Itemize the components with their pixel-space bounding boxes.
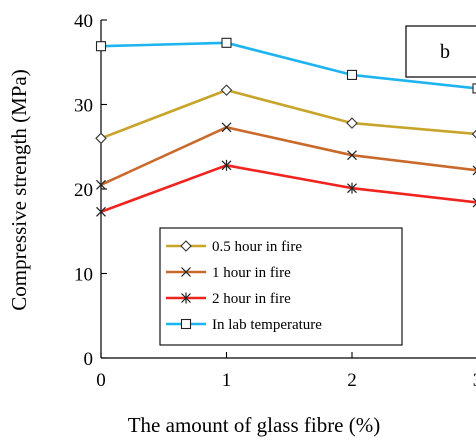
series-line: [100, 88, 476, 140]
x-marker-stroke: [96, 179, 106, 190]
series-layer: [95, 37, 476, 218]
data-point: [346, 69, 358, 80]
x-axis-title: The amount of glass fibre (%): [128, 413, 381, 437]
data-point: [96, 206, 106, 218]
series-2: [96, 122, 476, 190]
data-point: [471, 129, 476, 139]
x-tick-label: 2: [347, 370, 357, 391]
series-1: [95, 84, 476, 145]
star-marker-stroke: [472, 203, 476, 208]
data-point: [347, 150, 357, 161]
data-point: [95, 132, 107, 145]
data-point: [221, 122, 232, 133]
series-3: [96, 159, 476, 218]
data-point: [96, 179, 106, 190]
data-point: [221, 37, 232, 48]
legend-entry: 2 hour in fire: [166, 291, 291, 307]
legend-label: 1 hour in fire: [212, 265, 291, 281]
x-tick-label: 1: [222, 370, 232, 391]
series-line: [100, 126, 476, 186]
panel-label-box: b: [405, 25, 476, 78]
y-tick-label: 10: [74, 265, 93, 286]
star-marker-stroke: [472, 197, 476, 202]
x-tick-label: 3: [473, 370, 476, 391]
data-point: [346, 117, 358, 129]
x-marker-stroke: [472, 165, 476, 170]
data-point: [472, 83, 476, 94]
x-marker-stroke: [221, 122, 232, 133]
legend-marker: [181, 292, 191, 304]
y-tick-label: 0: [84, 349, 94, 370]
legend-marker: [180, 240, 192, 252]
x-marker-stroke: [347, 150, 357, 161]
axes: 0 10 20 30 40 0 1 2 3: [74, 11, 476, 391]
legend-entry: In lab temperature: [166, 317, 322, 333]
legend-label: 0.5 hour in fire: [212, 239, 302, 255]
legend-entry: 0.5 hour in fire: [166, 239, 302, 255]
series-line: [100, 164, 476, 214]
legend-label: In lab temperature: [212, 317, 322, 333]
y-tick-label: 30: [74, 96, 93, 117]
legend-marker: [181, 267, 191, 277]
data-point: [221, 159, 232, 171]
series-line: [100, 41, 476, 90]
legend-marker: [180, 318, 192, 330]
data-point: [472, 197, 476, 208]
x-marker-stroke: [181, 267, 191, 277]
data-point: [220, 84, 233, 96]
x-tick-label: 0: [96, 370, 106, 391]
panel-label: b: [440, 41, 450, 63]
y-tick-label: 40: [74, 11, 93, 32]
legend-entry: 1 hour in fire: [166, 265, 291, 281]
y-axis-title: Compressive strength (MPa): [7, 69, 31, 310]
x-marker-stroke: [472, 171, 476, 176]
y-tick-label: 20: [74, 180, 93, 201]
legend-label: 2 hour in fire: [212, 291, 291, 307]
data-point: [347, 182, 357, 194]
data-point: [95, 41, 107, 52]
legend: 0.5 hour in fire 1 hour in fire 2 hour in …: [159, 227, 403, 346]
series-4: [95, 37, 476, 94]
data-point: [472, 165, 476, 176]
